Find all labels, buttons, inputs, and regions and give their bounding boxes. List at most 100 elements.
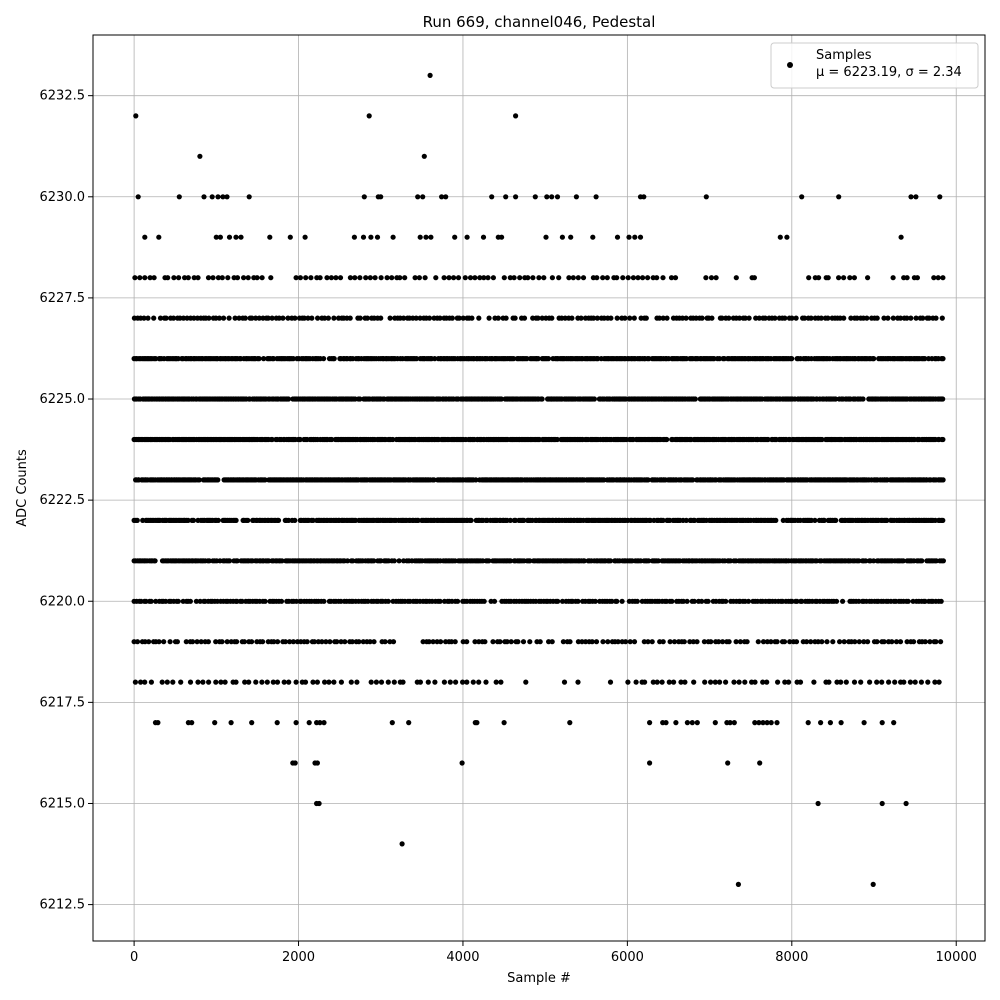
data-point	[507, 517, 513, 524]
data-point	[752, 679, 758, 685]
data-points	[131, 72, 947, 888]
data-point	[549, 315, 555, 321]
data-point	[159, 679, 165, 685]
data-point	[672, 275, 679, 281]
data-point	[919, 558, 925, 564]
data-point	[420, 639, 426, 645]
y-tick-label: 6220.0	[40, 594, 86, 609]
data-point	[430, 639, 436, 645]
data-point	[497, 639, 503, 645]
data-point	[568, 234, 574, 240]
data-point	[397, 275, 403, 281]
data-point	[476, 639, 482, 645]
data-point	[527, 639, 533, 645]
data-point	[317, 720, 323, 726]
data-point	[838, 720, 844, 726]
data-point	[464, 679, 470, 685]
data-point	[309, 315, 315, 321]
data-point	[287, 234, 293, 240]
data-point	[367, 275, 373, 281]
data-point	[331, 356, 337, 362]
data-point	[143, 598, 149, 604]
data-point	[249, 720, 255, 726]
legend-stats: μ = 6223.19, σ = 2.34	[816, 65, 962, 80]
data-point	[490, 639, 496, 645]
data-point	[886, 679, 892, 685]
data-point	[824, 639, 830, 645]
data-point	[322, 315, 328, 321]
data-point	[190, 517, 197, 524]
data-point	[556, 275, 562, 281]
legend-marker	[787, 62, 793, 68]
x-tick-label: 0	[130, 950, 138, 965]
data-point	[535, 315, 541, 321]
data-point	[286, 679, 292, 685]
data-point	[727, 720, 733, 726]
data-point	[818, 315, 824, 321]
data-point	[260, 639, 266, 645]
data-point	[827, 720, 834, 726]
data-point	[431, 477, 437, 483]
data-point	[940, 275, 946, 281]
data-point	[176, 275, 182, 281]
data-point	[786, 679, 792, 685]
data-point	[856, 639, 862, 645]
data-point	[390, 234, 396, 240]
data-point	[811, 679, 817, 685]
data-point	[523, 679, 529, 685]
data-point	[898, 234, 904, 240]
data-point	[200, 679, 206, 685]
data-point	[134, 639, 141, 645]
data-point	[625, 275, 631, 281]
data-point	[253, 679, 259, 685]
data-point	[185, 517, 191, 524]
data-point	[647, 720, 653, 726]
data-point	[608, 315, 614, 321]
data-point	[731, 720, 737, 726]
data-point	[249, 639, 255, 645]
data-point	[663, 720, 669, 726]
data-point	[897, 639, 904, 645]
data-point	[871, 356, 877, 362]
data-point	[900, 558, 906, 564]
y-tick-label: 6225.0	[40, 392, 86, 407]
data-point	[892, 679, 898, 685]
data-point	[555, 598, 561, 604]
data-point	[532, 194, 538, 200]
data-point	[489, 194, 495, 200]
data-point	[187, 679, 194, 685]
data-point	[422, 275, 428, 281]
data-point	[659, 679, 665, 685]
data-point	[536, 275, 542, 281]
data-point	[865, 639, 871, 645]
data-point	[228, 720, 234, 726]
data-point	[503, 315, 509, 321]
data-point	[614, 275, 620, 281]
data-point	[521, 315, 528, 321]
data-point	[808, 315, 814, 321]
data-point	[274, 720, 280, 726]
data-point	[834, 679, 840, 685]
data-point	[180, 315, 187, 321]
data-point	[650, 679, 656, 685]
data-point	[631, 315, 637, 321]
data-point	[216, 315, 222, 321]
data-point	[316, 800, 322, 807]
data-point	[654, 679, 660, 685]
data-point	[768, 720, 774, 726]
data-point	[176, 194, 182, 200]
data-point	[797, 679, 804, 685]
data-point	[666, 679, 672, 685]
data-point	[132, 679, 138, 685]
data-point	[441, 679, 447, 685]
data-point	[935, 275, 941, 281]
data-point	[342, 639, 348, 645]
data-point	[926, 315, 932, 321]
data-point	[385, 679, 391, 685]
data-point	[504, 639, 510, 645]
data-point	[782, 315, 788, 321]
data-point	[512, 315, 518, 321]
data-point	[762, 315, 768, 321]
data-point	[311, 639, 317, 645]
